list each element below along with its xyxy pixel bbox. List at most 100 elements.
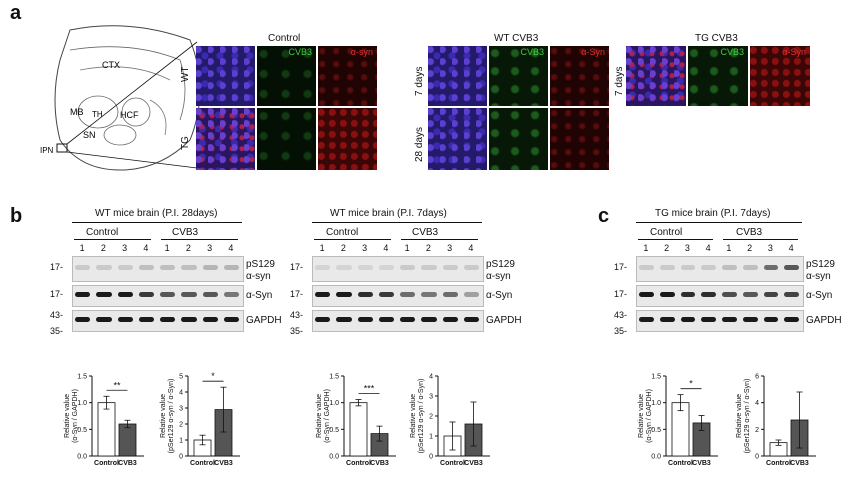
blot-0-band-2-3 (138, 317, 154, 322)
blot-1-row-2 (312, 310, 484, 332)
blot-2-lane-5: 2 (747, 243, 753, 253)
blot-0-band-1-1 (96, 292, 112, 297)
blot-1-control-underline (314, 239, 391, 240)
chart-3-ytick-label-1: 1 (429, 434, 433, 441)
blot-0-band-2-5 (181, 317, 197, 322)
blot-2-lane-0: 1 (643, 243, 649, 253)
chart-3-ylabel-0: Relative value (410, 394, 417, 438)
blot-0-band-0-3 (138, 265, 154, 270)
blot-0-band-1-4 (160, 292, 176, 297)
blot-0-band-1-5 (181, 292, 197, 297)
row-label-28days: 28 days (414, 126, 425, 162)
chart-4-ytick-label-2: 1.0 (651, 400, 661, 407)
chart-0-ytick-label-1: 0.5 (77, 427, 87, 434)
chart-1-ytick-label-2: 2 (179, 422, 183, 429)
blot-0-band-0-0 (75, 265, 91, 270)
blot-2-band-0-3 (701, 265, 716, 270)
chart-4-ytick-label-0: 0.0 (651, 454, 661, 461)
blot-2-band-0-2 (680, 265, 696, 270)
blot-2-band-1-3 (701, 292, 716, 297)
blot-1-band-0-7 (463, 265, 479, 270)
blot-1-label-1: α-Syn (486, 290, 513, 301)
panel-label-b: b (10, 205, 23, 227)
blot-1-lane-5: 2 (425, 243, 431, 253)
blot-0-title: WT mice brain (P.I. 28days) (95, 208, 218, 219)
chart-0-xlabel-0: Control (94, 460, 119, 467)
chart-2-bar-0 (349, 402, 368, 457)
blot-1-marker-1: 17- (290, 289, 304, 299)
blot-2-marker-0: 17- (614, 262, 628, 272)
blot-2-lane-2: 3 (684, 243, 690, 253)
tg-cvb3-title: TG CVB3 (695, 33, 738, 44)
blot-1-lane-0: 1 (319, 243, 325, 253)
chart-4-sig-label: * (689, 379, 693, 389)
blot-0-band-1-6 (202, 292, 218, 297)
bar-chart-3: 0 1 2 3 4 Relative value (pSer129 α-syn / α-Sy… (410, 374, 490, 467)
blot-1-band-2-5 (421, 317, 437, 322)
blot-2-label-2: GAPDH (806, 315, 842, 326)
blot-0-control-underline (74, 239, 151, 240)
blot-2-cvb3-underline (723, 239, 798, 240)
blot-1-band-0-1 (336, 265, 352, 270)
blot-2-lane-3: 4 (705, 243, 711, 253)
chart-5-ytick-label-2: 4 (755, 400, 759, 407)
blot-2-marker-3: 35- (614, 326, 628, 336)
chart-4-xlabel-1: CVB3 (692, 460, 711, 467)
chart-3-ytick-label-2: 2 (429, 414, 433, 421)
chart-5-ylabel-1: (pSer129 α-syn / α-Syn) (744, 379, 751, 454)
blot-2-band-0-4 (722, 265, 737, 270)
blot-1-band-0-3 (378, 265, 394, 270)
blot-2-row-2 (636, 310, 804, 332)
wt-7d-asyn: α-Syn (550, 46, 609, 106)
chart-2-ytick-label-1: 0.5 (329, 427, 339, 434)
blot-0-lane-5: 2 (185, 243, 191, 253)
blot-1-title-underline (312, 222, 482, 223)
region-th: TH (92, 110, 103, 119)
blot-1-band-1-1 (336, 292, 352, 297)
blot-1-lane-1: 2 (340, 243, 346, 253)
blot-0-group-cvb3: CVB3 (172, 227, 199, 238)
blot-2-label-0: pS129 α-syn (806, 259, 835, 282)
row-label-tg-7days: 7 days (614, 66, 625, 96)
chart-4-ytick-label-1: 0.5 (651, 427, 661, 434)
tg-7d-asyn: α-Syn (750, 46, 810, 106)
chart-1-sig-label: * (211, 371, 215, 381)
blot-0-band-1-3 (138, 292, 154, 297)
chart-0-ylabel-0: Relative value (64, 394, 71, 438)
control-tg-asyn (318, 108, 377, 170)
panel-label-a: a (10, 2, 22, 24)
blot-2-band-1-6 (763, 292, 779, 297)
blot-1-lane-2: 3 (362, 243, 368, 253)
blot-2-band-0-0 (639, 265, 654, 270)
blot-1-lane-4: 1 (404, 243, 410, 253)
blot-2-group-control: Control (650, 227, 683, 238)
region-ipn: IPN (40, 146, 54, 155)
blot-0-marker-1: 17- (50, 289, 64, 299)
blot-1-band-2-0 (315, 317, 331, 322)
chart-0-sig-label: ** (113, 380, 121, 390)
chart-2-ylabel-0: Relative value (316, 394, 323, 438)
chart-1-xlabel-0: Control (190, 460, 215, 467)
control-tg-cvb3 (257, 108, 316, 170)
chart-1-ytick-label-5: 5 (179, 374, 183, 381)
chart-1-xlabel-1: CVB3 (214, 460, 233, 467)
chart-0-ytick-label-0: 0.0 (77, 454, 87, 461)
bar-chart-2: 0.0 0.5 1.0 1.5 Relative value (α-Syn / GAPDH… (316, 374, 396, 467)
region-sn: SN (83, 130, 96, 140)
blot-2-band-0-5 (742, 265, 758, 270)
blot-0-lane-2: 3 (122, 243, 128, 253)
chart-3-ylabel-1: (pSer129 α-syn / α-Syn) (418, 379, 425, 454)
blot-1-band-1-7 (463, 292, 479, 297)
blot-0-lane-7: 4 (228, 243, 234, 253)
blot-2-band-1-0 (639, 292, 654, 297)
chart-2-xlabel-0: Control (346, 460, 371, 467)
blot-0-band-1-2 (117, 292, 133, 297)
blot-0-label-2: GAPDH (246, 315, 282, 326)
blot-0-band-2-1 (96, 317, 112, 322)
chart-5-ytick-label-3: 6 (755, 374, 759, 381)
brain-schematic: CTX MB TH HCF SN IPN (40, 25, 201, 171)
blot-1-label-2: GAPDH (486, 315, 522, 326)
chart-5-ytick-label-0: 0 (755, 454, 759, 461)
blot-1-marker-0: 17- (290, 262, 304, 272)
blot-0-label-0: pS129 α-syn (246, 259, 275, 282)
